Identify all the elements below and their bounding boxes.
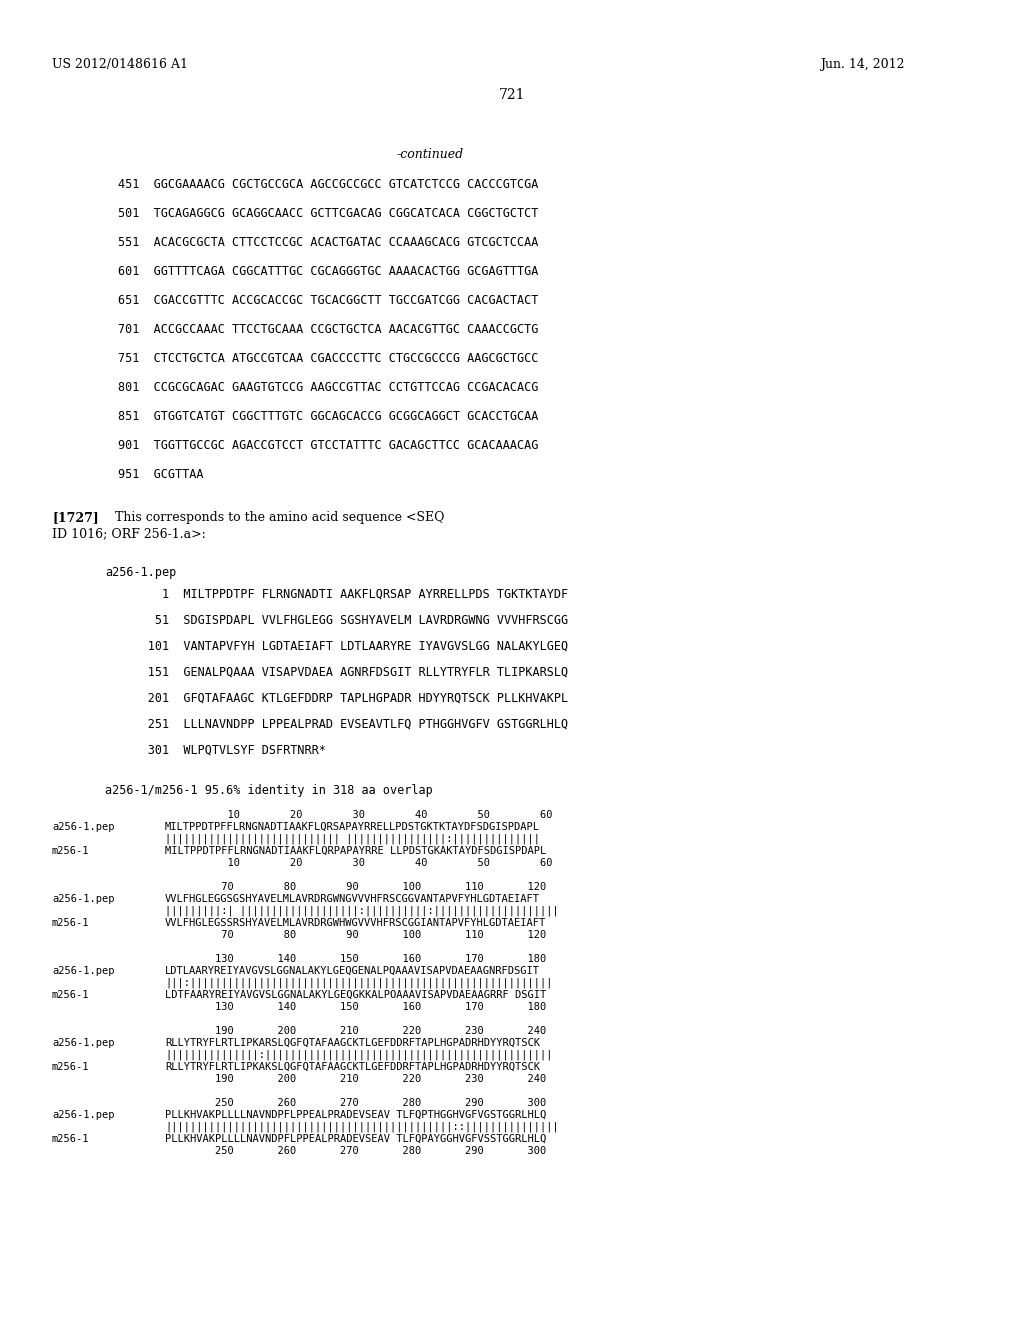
Text: a256-1.pep: a256-1.pep [52,1110,115,1119]
Text: LDTLAARYREIYAVGVSLGGNALAKYLGEQGENALPQAAAVISAPVDAEAAGNRFDSGIT: LDTLAARYREIYAVGVSLGGNALAKYLGEQGENALPQAAA… [165,966,540,975]
Text: 10        20        30        40        50        60: 10 20 30 40 50 60 [165,858,553,869]
Text: m256-1: m256-1 [52,1063,89,1072]
Text: 1  MILTPPDTPF FLRNGNADTI AAKFLQRSAP AYRRELLPDS TGKTKTAYDF: 1 MILTPPDTPF FLRNGNADTI AAKFLQRSAP AYRRE… [105,587,568,601]
Text: US 2012/0148616 A1: US 2012/0148616 A1 [52,58,188,71]
Text: PLLKHVAKPLLLLNAVNDPFLPPEALPRADEVSEAV TLFQPTHGGHVGFVGSTGGRLHLQ: PLLKHVAKPLLLLNAVNDPFLPPEALPRADEVSEAV TLF… [165,1110,546,1119]
Text: PLLKHVAKPLLLLNAVNDPFLPPEALPRADEVSEAV TLFQPAYGGHVGFVSSTGGRLHLQ: PLLKHVAKPLLLLNAVNDPFLPPEALPRADEVSEAV TLF… [165,1134,546,1144]
Text: 190       200       210       220       230       240: 190 200 210 220 230 240 [165,1074,546,1084]
Text: Jun. 14, 2012: Jun. 14, 2012 [820,58,904,71]
Text: 101  VANTAPVFYH LGDTAEIAFT LDTLAARYRE IYAVGVSLGG NALAKYLGEQ: 101 VANTAPVFYH LGDTAEIAFT LDTLAARYRE IYA… [105,640,568,653]
Text: 130       140       150       160       170       180: 130 140 150 160 170 180 [165,1002,546,1012]
Text: 721: 721 [499,88,525,102]
Text: 901  TGGTTGCCGC AGACCGTCCT GTCCTATTTC GACAGCTTCC GCACAAACAG: 901 TGGTTGCCGC AGACCGTCCT GTCCTATTTC GAC… [118,440,539,451]
Text: VVLFHGLEGGSGSHYAVELMLAVRDRGWNGVVVHFRSCGGVANTAPVFYHLGDTAEIAFT: VVLFHGLEGGSGSHYAVELMLAVRDRGWNGVVVHFRSCGG… [165,894,540,904]
Text: 651  CGACCGTTTC ACCGCACCGC TGCACGGCTT TGCCGATCGG CACGACTACT: 651 CGACCGTTTC ACCGCACCGC TGCACGGCTT TGC… [118,294,539,308]
Text: 10        20        30        40        50        60: 10 20 30 40 50 60 [165,810,553,820]
Text: MILTPPDTPFFLRNGNADTIAAKFLQRPAPAYRRE LLPDSTGKAKTAYDFSDGISPDAPL: MILTPPDTPFFLRNGNADTIAAKFLQRPAPAYRRE LLPD… [165,846,546,855]
Text: MILTPPDTPFFLRNGNADTIAAKFLQRSAPAYRRELLPDSTGKTKTAYDFSDGISPDAPL: MILTPPDTPFFLRNGNADTIAAKFLQRSAPAYRRELLPDS… [165,822,540,832]
Text: 51  SDGISPDAPL VVLFHGLEGG SGSHYAVELM LAVRDRGWNG VVVHFRSCGG: 51 SDGISPDAPL VVLFHGLEGG SGSHYAVELM LAVR… [105,614,568,627]
Text: 701  ACCGCCAAAC TTCCTGCAAA CCGCTGCTCA AACACGTTGC CAAACCGCTG: 701 ACCGCCAAAC TTCCTGCAAA CCGCTGCTCA AAC… [118,323,539,337]
Text: a256-1/m256-1 95.6% identity in 318 aa overlap: a256-1/m256-1 95.6% identity in 318 aa o… [105,784,433,797]
Text: This corresponds to the amino acid sequence <SEQ: This corresponds to the amino acid seque… [103,511,444,524]
Text: m256-1: m256-1 [52,917,89,928]
Text: 190       200       210       220       230       240: 190 200 210 220 230 240 [165,1026,546,1036]
Text: 70        80        90       100       110       120: 70 80 90 100 110 120 [165,882,546,892]
Text: 301  WLPQTVLSYF DSFRTNRR*: 301 WLPQTVLSYF DSFRTNRR* [105,744,326,756]
Text: 951  GCGTTAA: 951 GCGTTAA [118,469,204,480]
Text: |||:||||||||||||||||||||||||||||||||||||||||||||||||||||||||||: |||:||||||||||||||||||||||||||||||||||||… [165,978,553,989]
Text: 201  GFQTAFAAGC KTLGEFDDRP TAPLHGPADR HDYYRQTSCK PLLKHVAKPL: 201 GFQTAFAAGC KTLGEFDDRP TAPLHGPADR HDY… [105,692,568,705]
Text: 751  CTCCTGCTCA ATGCCGTCAA CGACCCCTTC CTGCCGCCCG AAGCGCTGCC: 751 CTCCTGCTCA ATGCCGTCAA CGACCCCTTC CTG… [118,352,539,366]
Text: -continued: -continued [396,148,464,161]
Text: a256-1.pep: a256-1.pep [52,822,115,832]
Text: 801  CCGCGCAGAC GAAGTGTCCG AAGCCGTTAC CCTGTTCCAG CCGACACACG: 801 CCGCGCAGAC GAAGTGTCCG AAGCCGTTAC CCT… [118,381,539,393]
Text: 451  GGCGAAAACG CGCTGCCGCA AGCCGCCGCC GTCATCTCCG CACCCGTCGA: 451 GGCGAAAACG CGCTGCCGCA AGCCGCCGCC GTC… [118,178,539,191]
Text: a256-1.pep: a256-1.pep [52,894,115,904]
Text: 250       260       270       280       290       300: 250 260 270 280 290 300 [165,1146,546,1156]
Text: 151  GENALPQAAA VISAPVDAEA AGNRFDSGIT RLLYTRYFLR TLIPKARSLQ: 151 GENALPQAAA VISAPVDAEA AGNRFDSGIT RLL… [105,667,568,678]
Text: ID 1016; ORF 256-1.a>:: ID 1016; ORF 256-1.a>: [52,527,206,540]
Text: |||||||||||||||||||||||||||| ||||||||||||||||:||||||||||||||: |||||||||||||||||||||||||||| |||||||||||… [165,834,540,845]
Text: 130       140       150       160       170       180: 130 140 150 160 170 180 [165,954,546,964]
Text: |||||||||:| |||||||||||||||||||:||||||||||:||||||||||||||||||||: |||||||||:| |||||||||||||||||||:||||||||… [165,906,559,916]
Text: a256-1.pep: a256-1.pep [52,1038,115,1048]
Text: VVLFHGLEGSSRSHYAVELMLAVRDRGWHWGVVVHFRSCGGIANTAPVFYHLGDTAEIAFT: VVLFHGLEGSSRSHYAVELMLAVRDRGWHWGVVVHFRSCG… [165,917,546,928]
Text: m256-1: m256-1 [52,990,89,1001]
Text: 851  GTGGTCATGT CGGCTTTGTC GGCAGCACCG GCGGCAGGCT GCACCTGCAA: 851 GTGGTCATGT CGGCTTTGTC GGCAGCACCG GCG… [118,411,539,422]
Text: RLLYTRYFLRTLIPKAKSLQGFQTAFAAGCKTLGEFDDRFTAPLHGPADRHDYYRQTSCK: RLLYTRYFLRTLIPKAKSLQGFQTAFAAGCKTLGEFDDRF… [165,1063,540,1072]
Text: RLLYTRYFLRTLIPKARSLQGFQTAFAAGCKTLGEFDDRFTAPLHGPADRHDYYRQTSCK: RLLYTRYFLRTLIPKARSLQGFQTAFAAGCKTLGEFDDRF… [165,1038,540,1048]
Text: 251  LLLNAVNDPP LPPEALPRAD EVSEAVTLFQ PTHGGHVGFV GSTGGRLHLQ: 251 LLLNAVNDPP LPPEALPRAD EVSEAVTLFQ PTH… [105,718,568,731]
Text: 601  GGTTTTCAGA CGGCATTTGC CGCAGGGTGC AAAACACTGG GCGAGTTTGA: 601 GGTTTTCAGA CGGCATTTGC CGCAGGGTGC AAA… [118,265,539,279]
Text: ||||||||||||||||||||||||||||||||||||||||||||||::|||||||||||||||: ||||||||||||||||||||||||||||||||||||||||… [165,1122,559,1133]
Text: 70        80        90       100       110       120: 70 80 90 100 110 120 [165,931,546,940]
Text: 501  TGCAGAGGCG GCAGGCAACC GCTTCGACAG CGGCATCACA CGGCTGCTCT: 501 TGCAGAGGCG GCAGGCAACC GCTTCGACAG CGG… [118,207,539,220]
Text: [1727]: [1727] [52,511,98,524]
Text: m256-1: m256-1 [52,1134,89,1144]
Text: m256-1: m256-1 [52,846,89,855]
Text: 250       260       270       280       290       300: 250 260 270 280 290 300 [165,1098,546,1107]
Text: LDTFAARYREIYAVGVSLGGNALAKYLGEQGKKALPOAAAVISAPVDAEAAGRRF DSGIT: LDTFAARYREIYAVGVSLGGNALAKYLGEQGKKALPOAAA… [165,990,546,1001]
Text: a256-1.pep: a256-1.pep [105,566,176,579]
Text: 551  ACACGCGCTA CTTCCTCCGC ACACTGATAC CCAAAGCACG GTCGCTCCAA: 551 ACACGCGCTA CTTCCTCCGC ACACTGATAC CCA… [118,236,539,249]
Text: a256-1.pep: a256-1.pep [52,966,115,975]
Text: |||||||||||||||:||||||||||||||||||||||||||||||||||||||||||||||: |||||||||||||||:||||||||||||||||||||||||… [165,1049,553,1060]
